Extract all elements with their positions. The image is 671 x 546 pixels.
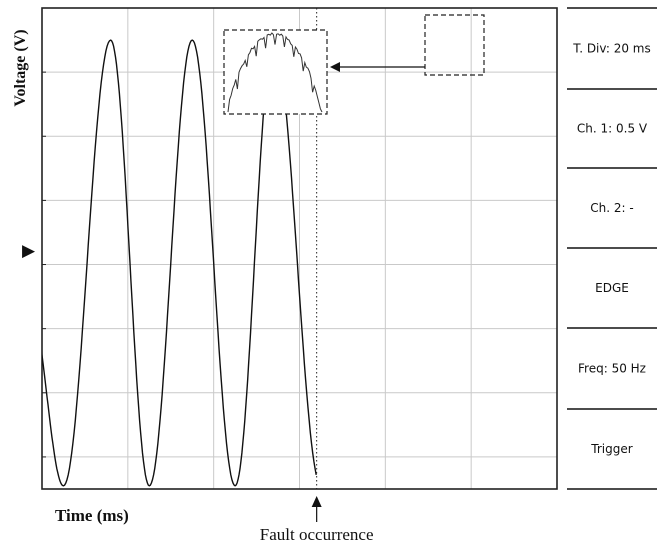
zoom-arrow xyxy=(330,62,425,72)
side-panel-label: Trigger xyxy=(590,442,632,456)
side-panel: T. Div: 20 ms Ch. 1: 0.5 V Ch. 2: - EDGE Fre… xyxy=(567,7,657,490)
side-panel-label: Ch. 2: - xyxy=(590,201,633,215)
side-panel-label: Freq: 50 Hz xyxy=(578,362,646,376)
fault-annotation-arrow xyxy=(311,496,322,522)
x-axis-label: Time (ms) xyxy=(55,506,129,525)
y-axis-label: Voltage (V) xyxy=(12,29,29,106)
trigger-level-marker: ▶ xyxy=(22,241,36,260)
fault-occurrence-label: Fault occurrence xyxy=(260,525,374,544)
side-panel-label: EDGE xyxy=(595,281,629,295)
zoom-region-box xyxy=(424,14,485,76)
plot-frame xyxy=(41,7,558,490)
inset-zoom-waveform xyxy=(227,32,323,113)
side-panel-label: Ch. 1: 0.5 V xyxy=(577,122,648,136)
side-panel-label: T. Div: 20 ms xyxy=(572,42,650,56)
